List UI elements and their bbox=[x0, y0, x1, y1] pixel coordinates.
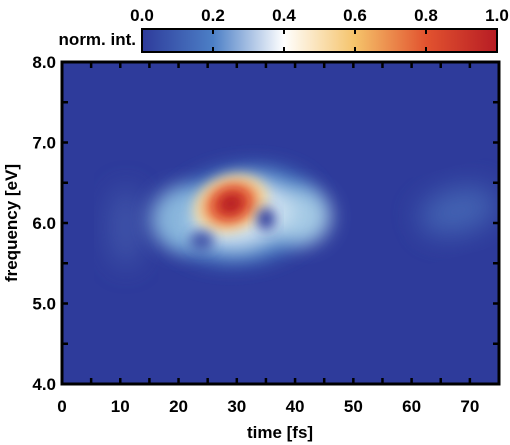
y-tick-label: 4.0 bbox=[32, 375, 56, 394]
plot-frame bbox=[60, 60, 501, 386]
x-tick-label: 20 bbox=[169, 397, 188, 416]
x-tick-label: 0 bbox=[57, 397, 66, 416]
faint-right bbox=[419, 187, 498, 235]
colorbar-tick-label: 1.0 bbox=[485, 6, 509, 25]
colorbar-label: norm. int. bbox=[59, 30, 136, 49]
x-tick-labels: 0 10 20 30 40 50 60 70 bbox=[57, 397, 479, 416]
x-tick-label: 60 bbox=[402, 397, 421, 416]
y-tick-label: 6.0 bbox=[32, 214, 56, 233]
x-tick-label: 70 bbox=[460, 397, 479, 416]
y-tick-label: 7.0 bbox=[32, 134, 56, 153]
x-axis-label: time [fs] bbox=[247, 423, 313, 442]
colorbar-tick-label: 0.2 bbox=[201, 6, 225, 25]
colorbar-tick-label: 0.4 bbox=[272, 6, 296, 25]
colorbar-tick-label: 0.8 bbox=[414, 6, 438, 25]
colorbar: norm. int. 0.0 0.2 0.4 0.6 0.8 1.0 bbox=[59, 6, 509, 53]
y-tick-label: 8.0 bbox=[32, 53, 56, 72]
colorbar-tick-label: 0.0 bbox=[130, 6, 154, 25]
heatmap-features bbox=[110, 166, 498, 268]
y-axis-label: frequency [eV] bbox=[2, 164, 21, 282]
x-tick-label: 40 bbox=[286, 397, 305, 416]
faint-left bbox=[110, 187, 143, 268]
x-tick-label: 50 bbox=[344, 397, 363, 416]
y-tick-labels: 4.0 5.0 6.0 7.0 8.0 bbox=[32, 53, 56, 394]
x-tick-label: 30 bbox=[227, 397, 246, 416]
main-peak bbox=[217, 192, 245, 216]
x-tick-label: 10 bbox=[111, 397, 130, 416]
dip bbox=[189, 230, 214, 251]
y-tick-label: 5.0 bbox=[32, 295, 56, 314]
plot-area bbox=[60, 60, 501, 386]
dip bbox=[256, 207, 275, 230]
colorbar-ticks: 0.0 0.2 0.4 0.6 0.8 1.0 bbox=[130, 6, 509, 52]
colorbar-tick-label: 0.6 bbox=[343, 6, 367, 25]
colorbar-gradient bbox=[141, 28, 498, 53]
